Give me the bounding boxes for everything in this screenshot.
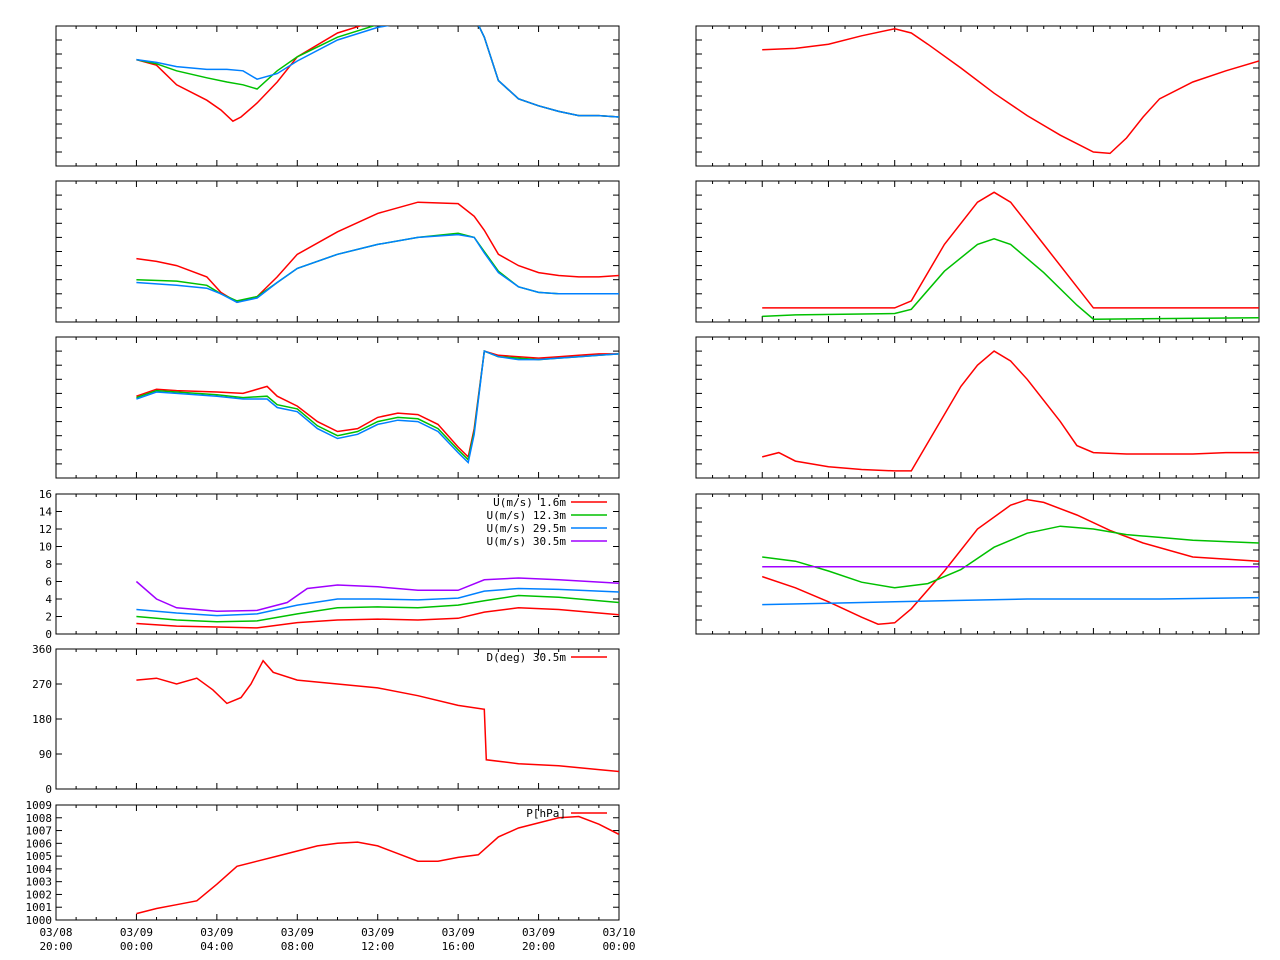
panel-wind-direction: 0 90 180 270 360 D(deg) 30.5m (32, 643, 620, 796)
series-line-u-m-s-1-6m (136, 607, 619, 629)
panel-frame (55, 648, 620, 790)
series-line-0 (136, 201, 619, 304)
legend-label: U(m/s) 30.5m (487, 535, 567, 548)
x-tick-label-time: 20:00 (39, 940, 72, 953)
x-tick-label-time: 04:00 (200, 940, 233, 953)
panel-humidity-profile (55, 180, 620, 323)
x-tick-label-time: 16:00 (442, 940, 475, 953)
x-tick-label-date: 03/10 (602, 926, 635, 939)
series-line-0 (762, 191, 1259, 309)
y-tick-label: 1002 (26, 888, 53, 901)
panel-frame (695, 25, 1260, 167)
legend-label: P[hPa] (526, 807, 566, 820)
panel-right-panel-1 (695, 25, 1260, 167)
legend-label: U(m/s) 1.6m (493, 496, 566, 509)
y-tick-label: 0 (45, 628, 52, 641)
legend-label: U(m/s) 12.3m (487, 509, 567, 522)
y-tick-label: 1000 (26, 914, 53, 927)
series-line-2 (136, 233, 619, 304)
y-tick-label: 1008 (26, 812, 53, 825)
y-tick-label: 0 (45, 783, 52, 796)
panel-frame (695, 336, 1260, 479)
panel-third-profile (55, 336, 620, 479)
x-tick-label-date: 03/09 (120, 926, 153, 939)
y-tick-label: 360 (32, 643, 52, 656)
y-tick-label: 1005 (26, 850, 53, 863)
y-tick-label: 10 (39, 541, 52, 554)
x-tick-label-time: 08:00 (281, 940, 314, 953)
series-line-p-hpa- (136, 815, 619, 915)
y-tick-label: 1009 (26, 799, 53, 812)
y-tick-label: 1004 (26, 863, 53, 876)
x-tick-label-time: 00:00 (120, 940, 153, 953)
series-line-u-m-s-12-3m (136, 594, 619, 623)
x-tick-label-date: 03/09 (442, 926, 475, 939)
panel-temp-profile (55, 25, 620, 167)
panel-frame (55, 25, 620, 167)
panel-pressure: 1000100110021003100410051006100710081009… (26, 799, 636, 953)
y-tick-label: 1007 (26, 825, 53, 838)
panel-right-panel-4 (695, 493, 1260, 635)
y-tick-label: 4 (45, 593, 52, 606)
series-line-2 (762, 596, 1259, 606)
series-line-d-deg-30-5m (136, 659, 619, 773)
x-tick-label-date: 03/09 (200, 926, 233, 939)
x-tick-label-date: 03/09 (522, 926, 555, 939)
series-line-2 (136, 26, 619, 118)
y-tick-label: 1006 (26, 837, 53, 850)
y-tick-label: 90 (39, 748, 52, 761)
series-line-u-m-s-30-5m (135, 577, 619, 613)
panel-right-panel-2 (695, 180, 1260, 323)
series-line-0 (136, 350, 619, 459)
x-tick-label-time: 12:00 (361, 940, 394, 953)
x-tick-label-date: 03/08 (39, 926, 72, 939)
series-line-0 (762, 350, 1259, 472)
x-tick-label-time: 00:00 (602, 940, 635, 953)
y-tick-label: 6 (45, 576, 52, 589)
x-tick-label-date: 03/09 (361, 926, 394, 939)
y-tick-label: 8 (45, 558, 52, 571)
legend-label: U(m/s) 29.5m (487, 522, 567, 535)
series-line-0 (762, 28, 1259, 155)
y-tick-label: 14 (39, 506, 53, 519)
series-line-0 (761, 498, 1259, 625)
y-tick-label: 2 (45, 611, 52, 624)
y-tick-label: 270 (32, 678, 52, 691)
y-tick-label: 12 (39, 523, 52, 536)
panel-frame (55, 804, 620, 921)
panel-frame (55, 180, 620, 323)
y-tick-label: 180 (32, 713, 52, 726)
series-line-1 (762, 525, 1259, 589)
panel-right-panel-3 (695, 336, 1260, 479)
panel-frame (695, 493, 1260, 635)
series-line-1 (762, 238, 1259, 320)
x-tick-label-time: 20:00 (522, 940, 555, 953)
y-tick-label: 1001 (26, 901, 53, 914)
series-line-2 (136, 350, 619, 464)
y-tick-label: 1003 (26, 876, 53, 889)
legend-label: D(deg) 30.5m (487, 651, 567, 664)
series-line-u-m-s-29-5m (136, 587, 619, 617)
y-tick-label: 16 (39, 488, 52, 501)
x-tick-label-date: 03/09 (281, 926, 314, 939)
